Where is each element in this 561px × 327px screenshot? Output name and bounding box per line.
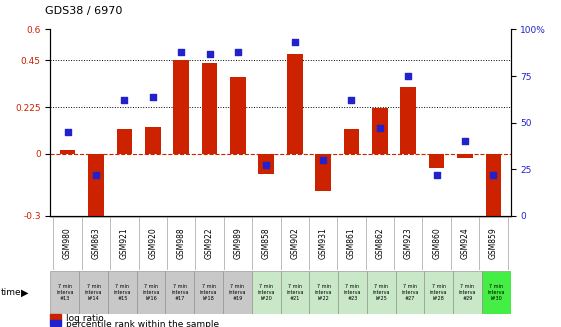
Text: GSM989: GSM989: [233, 228, 242, 260]
Text: 7 min
interva
#19: 7 min interva #19: [229, 284, 246, 301]
Text: GDS38 / 6970: GDS38 / 6970: [45, 6, 122, 16]
Text: GSM924: GSM924: [461, 228, 470, 260]
Text: percentile rank within the sample: percentile rank within the sample: [66, 319, 219, 327]
Point: [432, 172, 441, 178]
Point: [262, 163, 271, 168]
Bar: [315, 154, 331, 191]
FancyBboxPatch shape: [79, 271, 108, 314]
Text: 7 min
interva
l#14: 7 min interva l#14: [85, 284, 102, 301]
Text: GSM988: GSM988: [177, 228, 186, 259]
Bar: [344, 129, 359, 154]
Point: [148, 94, 157, 99]
Text: 7 min
interva
#15: 7 min interva #15: [114, 284, 131, 301]
FancyBboxPatch shape: [338, 271, 367, 314]
Text: GSM902: GSM902: [290, 228, 299, 260]
Bar: [230, 77, 246, 154]
Bar: [50, 314, 61, 320]
Text: GSM862: GSM862: [375, 228, 384, 259]
Point: [489, 172, 498, 178]
Point: [404, 73, 413, 78]
Point: [63, 129, 72, 135]
Text: GSM860: GSM860: [432, 228, 441, 260]
Text: GSM931: GSM931: [319, 228, 328, 260]
Bar: [88, 154, 104, 216]
Point: [91, 172, 100, 178]
FancyBboxPatch shape: [223, 271, 252, 314]
Text: 7 min
interva
l#30: 7 min interva l#30: [488, 284, 505, 301]
FancyBboxPatch shape: [137, 271, 165, 314]
Text: 7 min
interva
l#16: 7 min interva l#16: [142, 284, 160, 301]
Text: GSM863: GSM863: [91, 228, 100, 260]
Point: [120, 98, 129, 103]
Bar: [259, 154, 274, 174]
Text: 7 min
interva
l#28: 7 min interva l#28: [430, 284, 447, 301]
Text: log ratio: log ratio: [66, 314, 104, 323]
Text: ▶: ▶: [21, 288, 29, 298]
FancyBboxPatch shape: [108, 271, 137, 314]
Bar: [287, 54, 302, 154]
Bar: [457, 154, 473, 158]
Text: GSM920: GSM920: [148, 228, 157, 260]
Text: 7 min
interva
#29: 7 min interva #29: [459, 284, 476, 301]
Point: [290, 40, 299, 45]
Text: 7 min
interva
#21: 7 min interva #21: [286, 284, 304, 301]
FancyBboxPatch shape: [252, 271, 280, 314]
Point: [233, 49, 242, 54]
FancyBboxPatch shape: [165, 271, 194, 314]
Point: [347, 98, 356, 103]
Text: 7 min
interva
#27: 7 min interva #27: [401, 284, 419, 301]
Text: 7 min
interva
#23: 7 min interva #23: [344, 284, 361, 301]
FancyBboxPatch shape: [280, 271, 309, 314]
Bar: [50, 319, 61, 326]
Point: [375, 126, 384, 131]
Bar: [59, 149, 75, 154]
FancyBboxPatch shape: [396, 271, 424, 314]
Text: 7 min
interva
l#22: 7 min interva l#22: [315, 284, 332, 301]
Text: GSM859: GSM859: [489, 228, 498, 260]
Point: [461, 139, 470, 144]
Bar: [117, 129, 132, 154]
Text: 7 min
interva
l#25: 7 min interva l#25: [373, 284, 390, 301]
FancyBboxPatch shape: [367, 271, 396, 314]
Bar: [401, 87, 416, 154]
FancyBboxPatch shape: [309, 271, 338, 314]
Text: GSM858: GSM858: [262, 228, 271, 259]
FancyBboxPatch shape: [194, 271, 223, 314]
Text: time: time: [1, 288, 22, 297]
Text: GSM923: GSM923: [404, 228, 413, 260]
Bar: [372, 108, 388, 154]
Bar: [173, 60, 189, 154]
Text: 7 min
interva
#13: 7 min interva #13: [56, 284, 73, 301]
FancyBboxPatch shape: [50, 271, 79, 314]
Text: 7 min
interva
l#18: 7 min interva l#18: [200, 284, 217, 301]
FancyBboxPatch shape: [424, 271, 453, 314]
Point: [205, 51, 214, 56]
Bar: [145, 127, 160, 154]
Text: GSM921: GSM921: [120, 228, 129, 259]
Text: 7 min
interva
#17: 7 min interva #17: [171, 284, 188, 301]
Bar: [486, 154, 502, 226]
Point: [319, 157, 328, 163]
Text: GSM861: GSM861: [347, 228, 356, 259]
FancyBboxPatch shape: [453, 271, 482, 314]
Bar: [202, 62, 217, 154]
FancyBboxPatch shape: [482, 271, 511, 314]
Bar: [429, 154, 444, 168]
Text: GSM980: GSM980: [63, 228, 72, 260]
Text: GSM922: GSM922: [205, 228, 214, 259]
Text: 7 min
interva
l#20: 7 min interva l#20: [257, 284, 275, 301]
Point: [177, 49, 186, 54]
